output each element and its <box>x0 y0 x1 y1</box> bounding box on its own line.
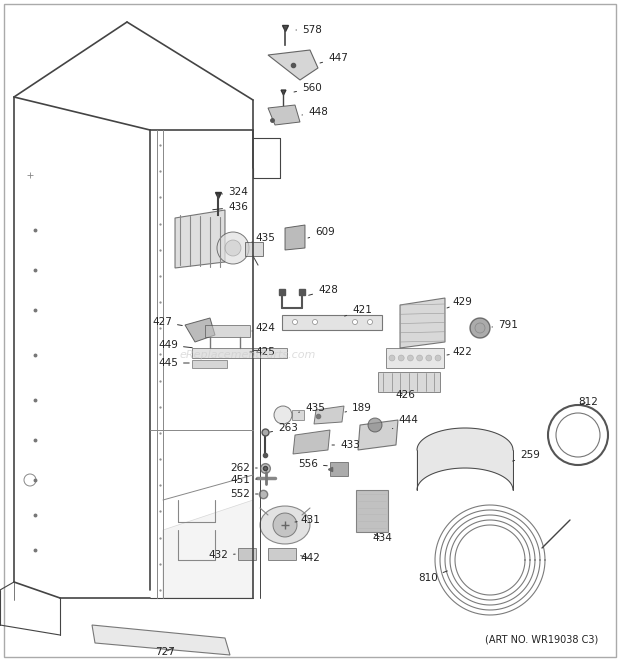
Text: 427: 427 <box>152 317 182 327</box>
Circle shape <box>293 319 298 325</box>
Text: 262: 262 <box>230 463 257 473</box>
Circle shape <box>435 355 441 361</box>
Text: 422: 422 <box>447 347 472 357</box>
Text: eReplacementParts.com: eReplacementParts.com <box>180 350 316 360</box>
Text: 609: 609 <box>308 227 335 238</box>
FancyBboxPatch shape <box>292 410 304 420</box>
Circle shape <box>368 319 373 325</box>
Text: 426: 426 <box>395 390 415 400</box>
Text: 435: 435 <box>299 403 325 413</box>
Text: 324: 324 <box>222 187 248 197</box>
Text: 436: 436 <box>213 202 248 212</box>
Polygon shape <box>293 430 330 454</box>
Text: 431: 431 <box>295 515 320 525</box>
Text: 421: 421 <box>345 305 372 316</box>
Ellipse shape <box>260 506 310 544</box>
FancyBboxPatch shape <box>268 548 296 560</box>
Text: 263: 263 <box>270 423 298 433</box>
Polygon shape <box>268 50 318 80</box>
FancyBboxPatch shape <box>192 360 227 368</box>
Circle shape <box>475 323 485 333</box>
Circle shape <box>368 418 382 432</box>
FancyBboxPatch shape <box>192 348 287 358</box>
Text: 445: 445 <box>158 358 189 368</box>
Text: 433: 433 <box>332 440 360 450</box>
Text: 442: 442 <box>300 553 320 563</box>
Circle shape <box>470 318 490 338</box>
FancyBboxPatch shape <box>205 325 250 337</box>
Polygon shape <box>163 500 253 598</box>
Text: 449: 449 <box>158 340 192 350</box>
Text: 447: 447 <box>320 53 348 63</box>
Circle shape <box>407 355 414 361</box>
Text: 432: 432 <box>208 550 235 560</box>
Text: (ART NO. WR19038 C3): (ART NO. WR19038 C3) <box>485 635 598 645</box>
Text: 556: 556 <box>298 459 327 469</box>
FancyBboxPatch shape <box>356 490 388 532</box>
Text: 451: 451 <box>230 475 257 485</box>
Circle shape <box>389 355 395 361</box>
Text: 259: 259 <box>513 450 540 461</box>
FancyBboxPatch shape <box>245 242 263 256</box>
Polygon shape <box>268 105 300 125</box>
Circle shape <box>398 355 404 361</box>
Text: 448: 448 <box>302 107 328 117</box>
Polygon shape <box>400 298 445 348</box>
Polygon shape <box>358 420 398 450</box>
FancyBboxPatch shape <box>330 462 348 476</box>
Circle shape <box>353 319 358 325</box>
Circle shape <box>426 355 432 361</box>
Circle shape <box>217 232 249 264</box>
FancyBboxPatch shape <box>282 315 382 330</box>
Text: 444: 444 <box>392 415 418 428</box>
Polygon shape <box>175 210 225 268</box>
Text: 424: 424 <box>252 323 275 333</box>
Text: 791: 791 <box>492 320 518 330</box>
Circle shape <box>312 319 317 325</box>
Text: 434: 434 <box>372 533 392 543</box>
Text: 578: 578 <box>296 25 322 35</box>
Text: 552: 552 <box>230 489 258 499</box>
Text: 189: 189 <box>345 403 372 413</box>
Circle shape <box>273 513 297 537</box>
FancyBboxPatch shape <box>386 348 444 368</box>
Circle shape <box>274 406 292 424</box>
Polygon shape <box>417 428 513 490</box>
Text: 727: 727 <box>155 647 175 657</box>
Circle shape <box>417 355 423 361</box>
Polygon shape <box>285 225 305 250</box>
Polygon shape <box>314 406 344 424</box>
Text: 428: 428 <box>309 285 338 295</box>
Text: 560: 560 <box>294 83 322 93</box>
Text: 435: 435 <box>252 233 275 243</box>
Text: 810: 810 <box>418 571 448 583</box>
Text: 812: 812 <box>578 397 598 407</box>
Polygon shape <box>92 625 230 655</box>
Text: 425: 425 <box>250 347 275 357</box>
Polygon shape <box>185 318 215 342</box>
Text: 429: 429 <box>447 297 472 308</box>
FancyBboxPatch shape <box>238 548 256 560</box>
FancyBboxPatch shape <box>378 372 440 392</box>
Circle shape <box>225 240 241 256</box>
